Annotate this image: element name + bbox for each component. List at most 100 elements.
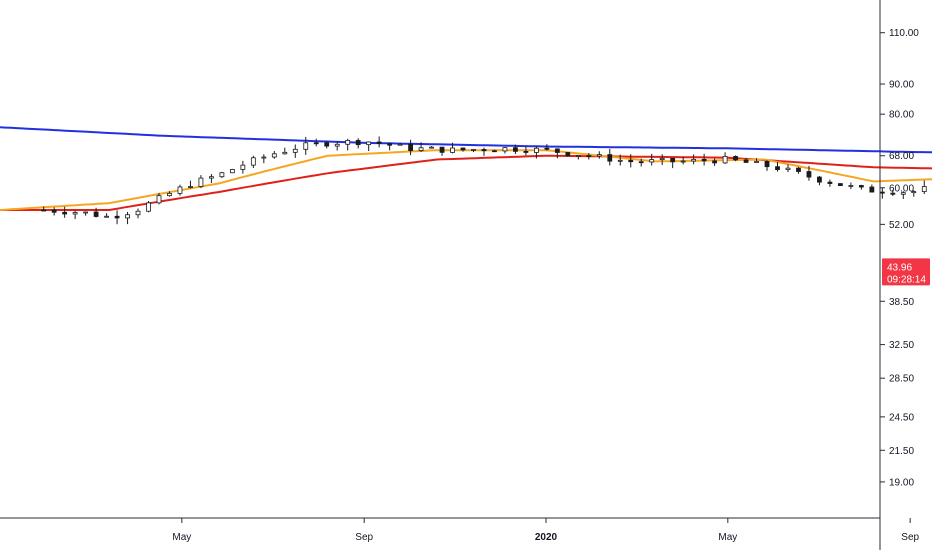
candle-body	[533, 147, 539, 153]
candle	[72, 210, 78, 220]
candle	[324, 140, 330, 149]
candle-body	[209, 176, 214, 179]
candle-body	[691, 158, 697, 162]
candle-body	[806, 171, 812, 178]
candle	[565, 152, 571, 157]
candle	[439, 146, 445, 156]
candle	[366, 141, 372, 152]
candle-body	[900, 192, 906, 195]
candle	[523, 146, 529, 156]
candle	[554, 148, 560, 159]
candle-body	[544, 147, 550, 150]
candle	[177, 184, 183, 196]
candle-body	[565, 152, 571, 157]
candle	[167, 191, 172, 197]
candle-body	[649, 159, 655, 163]
candle	[775, 161, 780, 172]
candle-body	[41, 209, 47, 212]
candle	[146, 201, 151, 213]
candle-body	[83, 211, 89, 214]
candle-body	[858, 185, 864, 188]
candle-body	[607, 154, 613, 162]
candle	[544, 144, 550, 151]
candle	[345, 138, 351, 151]
candle-body	[324, 142, 330, 147]
candle-body	[72, 212, 78, 215]
price-badge-bg	[882, 258, 930, 286]
candle	[858, 184, 864, 190]
candle	[135, 208, 141, 219]
candle	[51, 207, 57, 216]
candle-body	[366, 141, 372, 146]
candle-body	[429, 146, 434, 149]
candle	[83, 211, 89, 216]
y-tick-label: 19.00	[889, 477, 914, 488]
candle	[848, 182, 854, 190]
candle	[397, 142, 403, 146]
candle-body	[817, 176, 822, 183]
candle	[41, 206, 47, 212]
candle	[911, 190, 917, 197]
candle-body	[229, 169, 235, 174]
candle	[188, 180, 193, 189]
candle-body	[921, 186, 927, 193]
candle	[796, 166, 801, 174]
candle-body	[460, 147, 466, 151]
candle	[219, 171, 225, 179]
candle-body	[313, 142, 319, 145]
candle-body	[628, 159, 634, 163]
candle	[827, 179, 833, 187]
candle	[104, 213, 109, 218]
candle	[209, 174, 214, 183]
y-tick-label: 60.00	[889, 183, 914, 194]
candle	[607, 148, 613, 166]
candle	[282, 147, 288, 155]
candle-body	[387, 143, 393, 146]
candle	[125, 211, 130, 225]
candlesticks	[41, 136, 927, 225]
candle	[596, 151, 602, 159]
candle-body	[439, 146, 445, 153]
candle	[890, 189, 896, 197]
candle	[229, 168, 235, 174]
candle-body	[271, 153, 277, 158]
candle-body	[785, 167, 791, 170]
candle-body	[219, 172, 225, 178]
candle-body	[334, 143, 340, 147]
candle	[533, 146, 539, 159]
candle-body	[743, 159, 749, 163]
candle-body	[754, 160, 759, 163]
candle-body	[775, 166, 780, 170]
candle	[586, 153, 592, 160]
candle	[334, 141, 340, 151]
y-tick-label: 21.50	[889, 446, 914, 457]
candle	[869, 184, 875, 193]
candle	[261, 154, 267, 164]
candle-body	[62, 211, 68, 215]
candle	[764, 160, 770, 171]
candle-body	[827, 181, 833, 184]
ma-line-blue	[0, 126, 932, 154]
candle-body	[502, 147, 508, 152]
candle-body	[376, 141, 382, 144]
candle	[754, 158, 759, 163]
candle	[303, 136, 309, 155]
candle-body	[712, 160, 718, 164]
candle-body	[481, 149, 487, 152]
y-tick-label: 90.00	[889, 80, 914, 91]
candle-body	[114, 215, 120, 219]
candle	[722, 152, 728, 164]
candle	[680, 156, 686, 165]
candle-body	[261, 156, 267, 159]
y-tick-label: 110.00	[889, 28, 919, 39]
candle-body	[146, 202, 151, 212]
candle	[670, 157, 676, 169]
candle-body	[722, 156, 728, 164]
candle	[429, 146, 434, 149]
candle-body	[523, 150, 529, 153]
candle	[460, 147, 466, 152]
x-tick-label: 2020	[535, 532, 558, 543]
candle-body	[198, 177, 204, 187]
